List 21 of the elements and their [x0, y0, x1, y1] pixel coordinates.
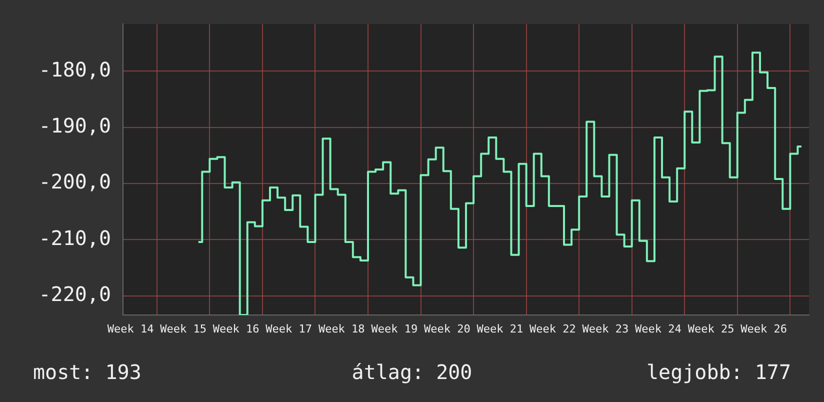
text: most: 193 — [33, 360, 142, 384]
y-tick-label: -180,0 — [38, 57, 111, 82]
x-tick-label: Week 26 — [740, 322, 787, 336]
x-tick-label: Week 22 — [530, 322, 576, 336]
x-tick-label: Week 25 — [688, 322, 734, 336]
x-tick-label: Week 21 — [476, 322, 524, 336]
y-tick-label: -210,0 — [38, 226, 111, 250]
text: átlag: 200 — [352, 360, 472, 384]
x-tick-label: Week 16 — [212, 322, 260, 336]
x-tick-label: Week 15 — [160, 322, 206, 336]
y-tick-label: -190,0 — [38, 114, 111, 138]
x-tick-label: Week 17 — [266, 322, 312, 336]
x-tick-label: Week 18 — [318, 322, 365, 336]
y-tick-label: -200,0 — [38, 170, 111, 194]
x-tick-label: Week 19 — [371, 322, 418, 336]
y-tick-label: -220,0 — [38, 282, 111, 306]
x-tick-label: Week 23 — [582, 322, 629, 336]
x-tick-label: Week 20 — [424, 322, 470, 336]
x-tick-label: Week 24 — [635, 322, 682, 336]
x-tick-label: Week 14 — [107, 322, 154, 336]
text: legjobb: 177 — [646, 360, 791, 384]
